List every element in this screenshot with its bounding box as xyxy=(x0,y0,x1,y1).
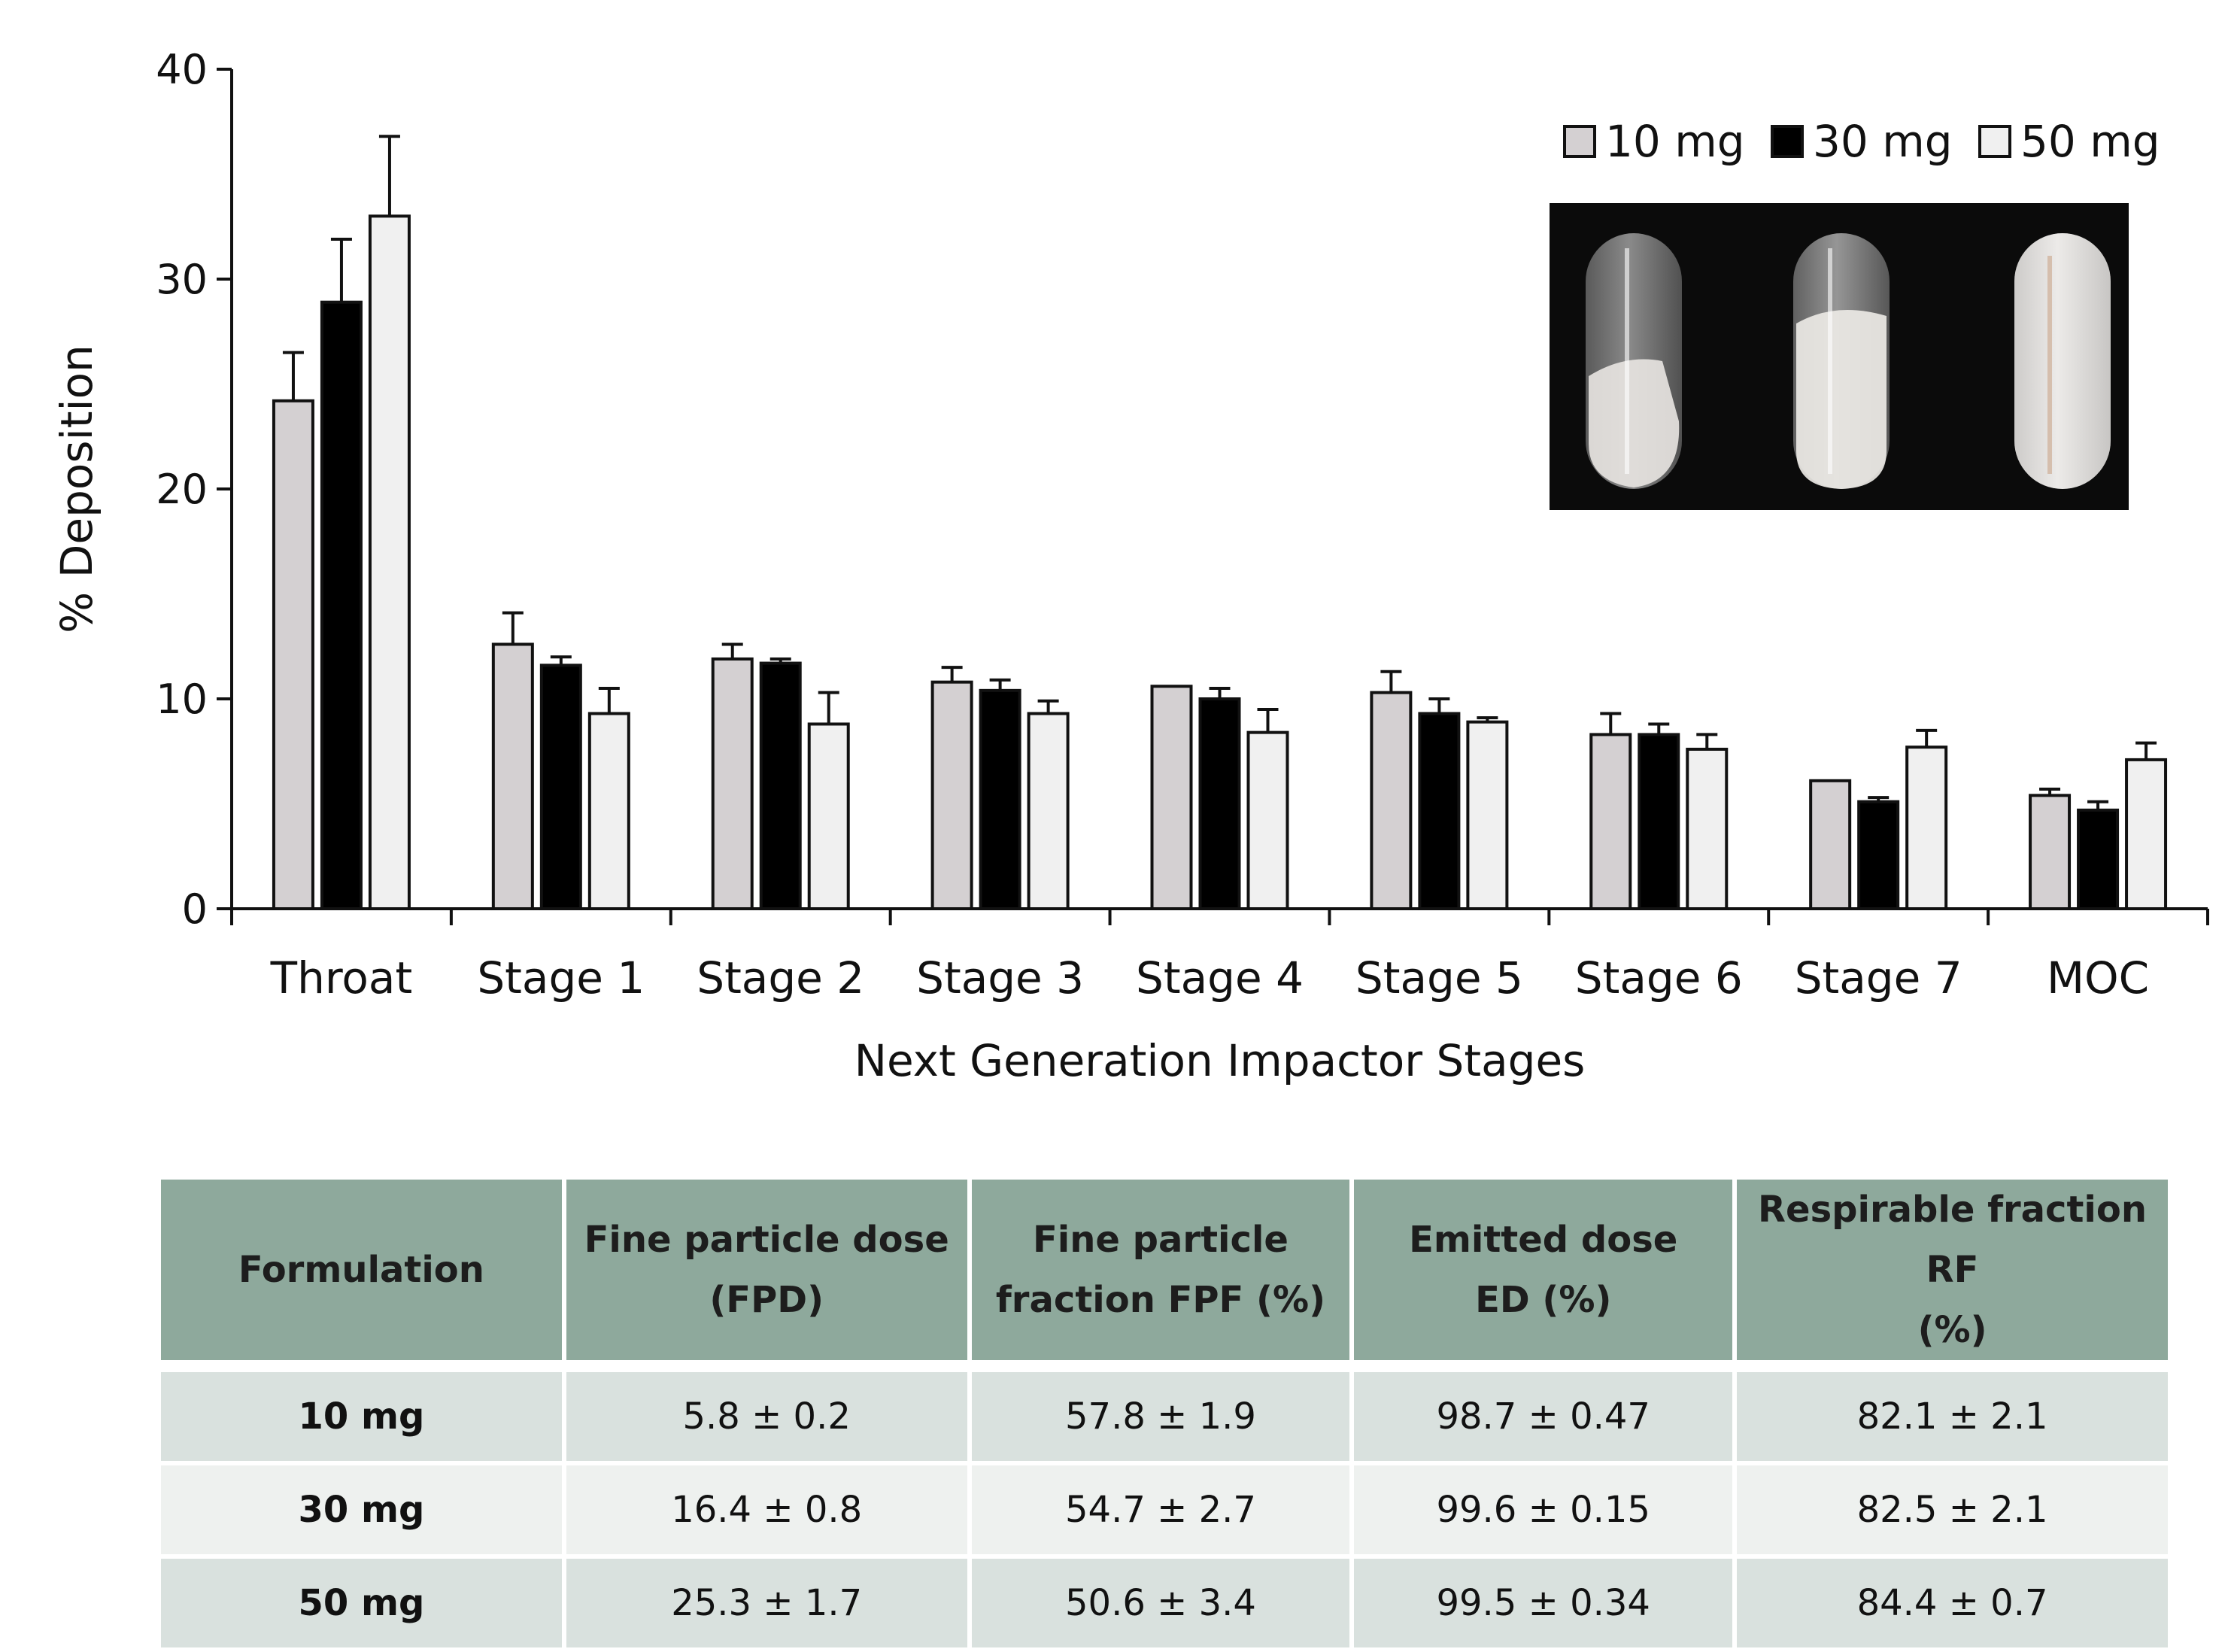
bar xyxy=(1638,733,1680,910)
table-cell: 10 mg xyxy=(161,1372,562,1461)
header-fpf-line1: Fine particle xyxy=(1032,1219,1289,1261)
capsule-50mg xyxy=(2014,233,2111,489)
bar xyxy=(1418,712,1461,911)
header-fpf-line2: fraction FPF (%) xyxy=(995,1279,1326,1321)
table-cell: 99.5 ± 0.34 xyxy=(1354,1559,1733,1647)
bar xyxy=(2125,758,2168,910)
bar xyxy=(979,688,1021,911)
table-cell: 98.7 ± 0.47 xyxy=(1354,1372,1733,1461)
legend-swatch xyxy=(1978,125,2011,158)
x-tick-label: Stage 5 xyxy=(1355,952,1523,1004)
header-fpf: Fine particle fraction FPF (%) xyxy=(971,1180,1350,1368)
bar xyxy=(272,399,314,910)
bar xyxy=(539,664,582,910)
x-tick-label: Stage 3 xyxy=(916,952,1084,1004)
y-tick-label: 0 xyxy=(182,885,208,933)
bar xyxy=(1589,733,1632,910)
bar xyxy=(1370,691,1413,910)
header-ed-line2: ED (%) xyxy=(1475,1279,1612,1321)
y-tick-label: 30 xyxy=(156,256,208,303)
x-tick-label: Throat xyxy=(270,952,413,1004)
three-capsules-photo xyxy=(1550,203,2129,510)
bar xyxy=(759,661,802,910)
table-header-row: Formulation Fine particle dose (FPD) Fin… xyxy=(161,1180,2168,1368)
y-tick-label: 20 xyxy=(156,466,208,513)
table-cell: 54.7 ± 2.7 xyxy=(971,1465,1350,1554)
chart-legend: 10 mg 30 mg 50 mg xyxy=(1563,116,2160,167)
bar xyxy=(711,657,754,910)
x-tick-label: MOC xyxy=(2047,952,2149,1004)
header-fpd-line2: (FPD) xyxy=(709,1279,824,1321)
bar xyxy=(930,680,973,910)
x-tick-label: Stage 2 xyxy=(697,952,864,1004)
legend-swatch xyxy=(1771,125,1804,158)
x-tick-label: Stage 4 xyxy=(1136,952,1304,1004)
table-cell: 25.3 ± 1.7 xyxy=(566,1559,967,1647)
legend-label: 10 mg xyxy=(1605,116,1745,167)
x-tick-label: Stage 1 xyxy=(477,952,645,1004)
table-row: 30 mg 16.4 ± 0.8 54.7 ± 2.7 99.6 ± 0.15 … xyxy=(161,1465,2168,1554)
header-ed: Emitted dose ED (%) xyxy=(1354,1180,1733,1368)
legend-label: 50 mg xyxy=(2020,116,2160,167)
bar xyxy=(2077,808,2120,910)
table-cell: 82.1 ± 2.1 xyxy=(1737,1372,2168,1461)
bar xyxy=(1686,747,1729,911)
table-cell: 50 mg xyxy=(161,1559,562,1647)
table-cell: 99.6 ± 0.15 xyxy=(1354,1465,1733,1554)
deposition-bar-chart: 0 10 20 30 40 Throat Stage 1 Stage 2 Stage 3 Stag… xyxy=(51,46,2209,1086)
bar xyxy=(2029,794,2072,910)
table-cell: 50.6 ± 3.4 xyxy=(971,1559,1350,1647)
table-cell: 82.5 ± 2.1 xyxy=(1737,1465,2168,1554)
capsule-30mg xyxy=(1793,233,1890,489)
bar xyxy=(587,712,630,911)
bar xyxy=(491,642,534,911)
header-rf-line1: Respirable fraction RF xyxy=(1758,1189,2148,1291)
table-row: 50 mg 25.3 ± 1.7 50.6 ± 3.4 99.5 ± 0.34 … xyxy=(161,1559,2168,1647)
bar xyxy=(807,722,850,910)
header-rf: Respirable fraction RF (%) xyxy=(1737,1180,2168,1368)
header-formulation: Formulation xyxy=(161,1180,562,1368)
table-cell: 57.8 ± 1.9 xyxy=(971,1372,1350,1461)
table-row: 10 mg 5.8 ± 0.2 57.8 ± 1.9 98.7 ± 0.47 8… xyxy=(161,1372,2168,1461)
table-cell: 30 mg xyxy=(161,1465,562,1554)
y-tick-label: 10 xyxy=(156,676,208,723)
bar xyxy=(320,300,363,910)
chart-labels: 0 10 20 30 40 Throat Stage 1 Stage 2 Stage 3 Stag… xyxy=(51,46,2149,1086)
bar xyxy=(1150,685,1193,910)
table-cell: 5.8 ± 0.2 xyxy=(566,1372,967,1461)
bar xyxy=(1905,746,1948,910)
header-formulation-text: Formulation xyxy=(238,1249,484,1291)
legend-label: 30 mg xyxy=(1813,116,1953,167)
x-axis-title: Next Generation Impactor Stages xyxy=(854,1035,1586,1086)
bar xyxy=(1198,697,1241,910)
bar xyxy=(368,214,411,910)
bar xyxy=(1809,779,1852,911)
x-tick-label: Stage 6 xyxy=(1575,952,1743,1004)
bar xyxy=(1027,712,1070,911)
header-fpd: Fine particle dose (FPD) xyxy=(566,1180,967,1368)
table-cell: 84.4 ± 0.7 xyxy=(1737,1559,2168,1647)
header-rf-line2: (%) xyxy=(1917,1309,1987,1351)
deposition-summary-table: Formulation Fine particle dose (FPD) Fin… xyxy=(156,1175,2172,1652)
header-ed-line1: Emitted dose xyxy=(1409,1219,1678,1261)
legend-swatch xyxy=(1563,125,1596,158)
chart-bars xyxy=(272,135,2168,911)
bar xyxy=(1857,800,1900,910)
table-cell: 16.4 ± 0.8 xyxy=(566,1465,967,1554)
y-axis-title: % Deposition xyxy=(51,345,102,633)
x-tick-label: Stage 7 xyxy=(1795,952,1962,1004)
bar xyxy=(1246,730,1289,911)
y-tick-label: 40 xyxy=(156,46,208,93)
capsule-10mg xyxy=(1586,233,1682,489)
bar xyxy=(1466,720,1509,910)
header-fpd-line1: Fine particle dose xyxy=(584,1219,949,1261)
